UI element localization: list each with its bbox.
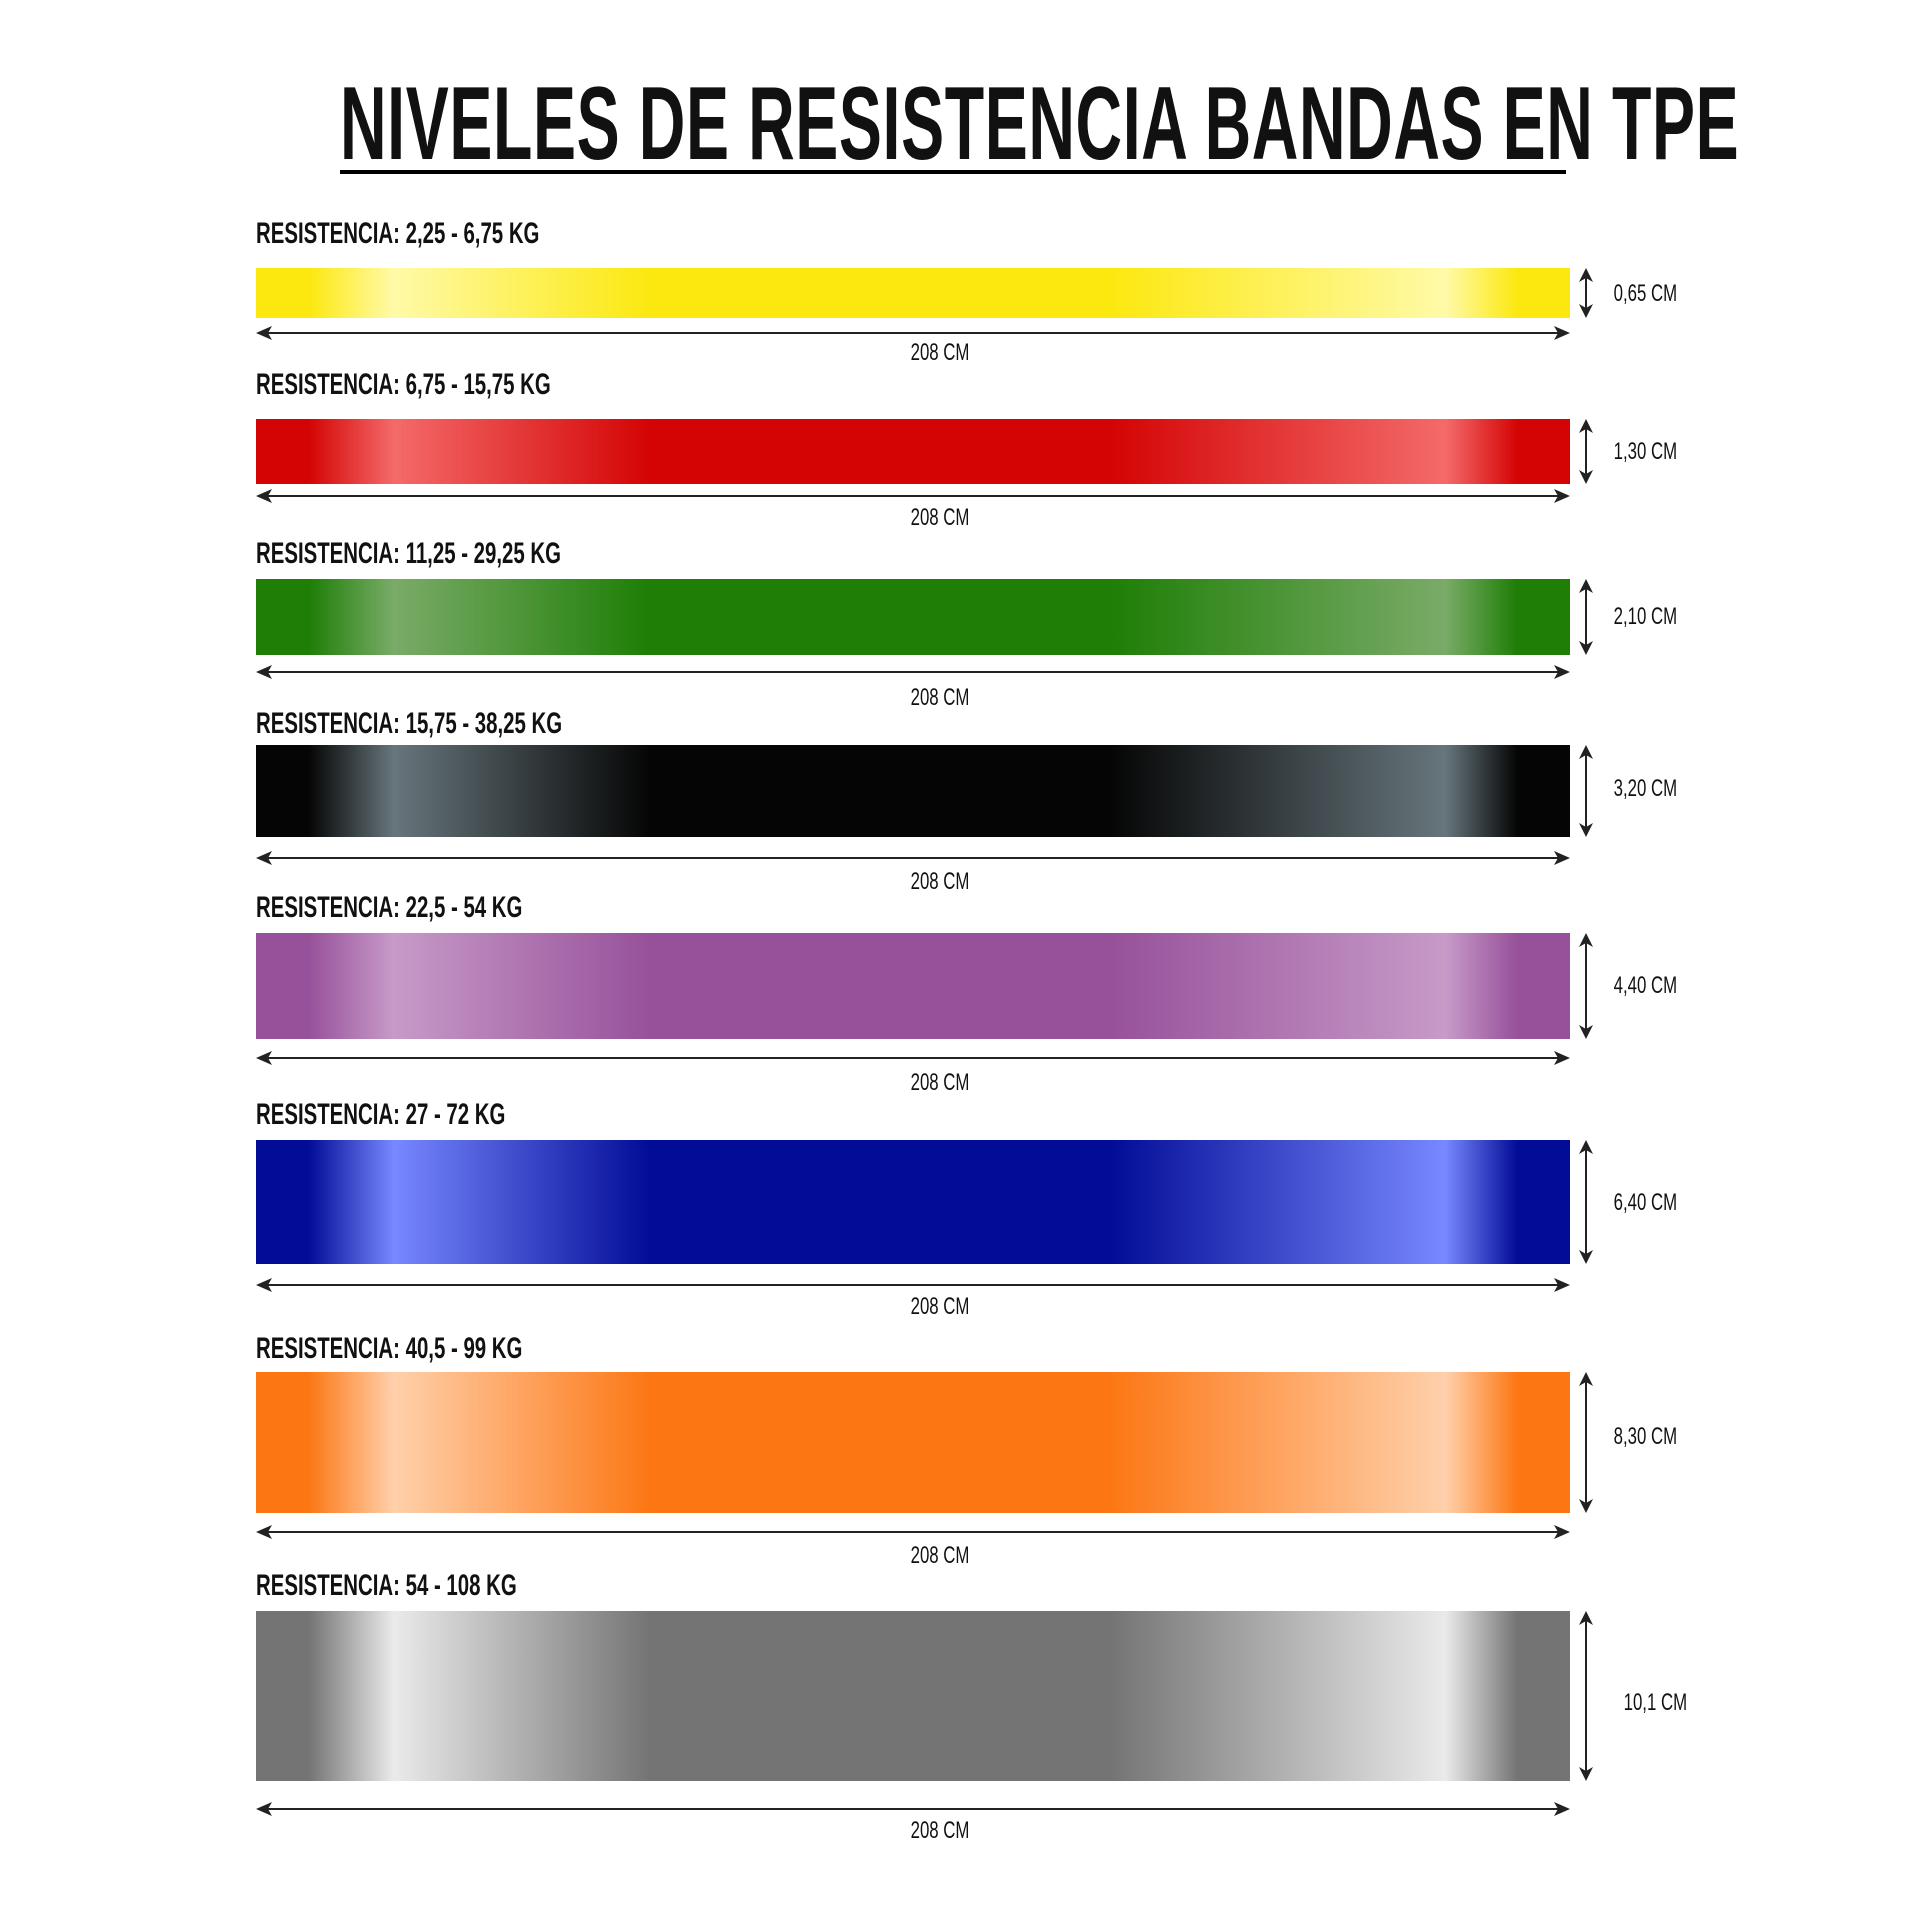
length-arrow — [256, 326, 1570, 340]
length-arrow — [256, 1802, 1570, 1816]
width-label: 6,40 CM — [1613, 1189, 1678, 1216]
length-arrow — [256, 851, 1570, 865]
width-label: 10,1 CM — [1623, 1689, 1688, 1716]
width-label: 4,40 CM — [1613, 972, 1678, 999]
resistance-label: RESISTENCIA: 11,25 - 29,25 KG — [256, 537, 561, 570]
length-label: 208 CM — [910, 868, 970, 895]
resistance-label: RESISTENCIA: 27 - 72 KG — [256, 1098, 506, 1131]
width-label: 0,65 CM — [1613, 280, 1678, 307]
width-arrow — [1579, 1372, 1593, 1513]
width-arrow — [1579, 268, 1593, 318]
width-arrow — [1579, 1140, 1593, 1264]
width-arrow — [1579, 579, 1593, 655]
width-arrow — [1579, 933, 1593, 1039]
width-label: 2,10 CM — [1613, 603, 1678, 630]
resistance-band — [256, 1372, 1570, 1513]
length-label: 208 CM — [910, 1069, 970, 1096]
length-label: 208 CM — [910, 1293, 970, 1320]
length-arrow — [256, 1525, 1570, 1539]
resistance-label: RESISTENCIA: 2,25 - 6,75 KG — [256, 217, 540, 250]
length-label: 208 CM — [910, 339, 970, 366]
resistance-band — [256, 1140, 1570, 1264]
resistance-label: RESISTENCIA: 15,75 - 38,25 KG — [256, 707, 563, 740]
page-title: NIVELES DE RESISTENCIA BANDAS EN TPE — [340, 66, 1740, 182]
width-label: 1,30 CM — [1613, 438, 1678, 465]
length-arrow — [256, 1051, 1570, 1065]
length-label: 208 CM — [910, 1542, 970, 1569]
resistance-band — [256, 745, 1570, 837]
length-arrow — [256, 489, 1570, 503]
resistance-band — [256, 419, 1570, 484]
length-arrow — [256, 665, 1570, 679]
width-arrow — [1579, 745, 1593, 837]
width-arrow — [1579, 419, 1593, 484]
resistance-label: RESISTENCIA: 6,75 - 15,75 KG — [256, 368, 551, 401]
width-label: 3,20 CM — [1613, 775, 1678, 802]
resistance-label: RESISTENCIA: 22,5 - 54 KG — [256, 891, 523, 924]
length-label: 208 CM — [910, 1817, 970, 1844]
resistance-band — [256, 1611, 1570, 1781]
length-label: 208 CM — [910, 504, 970, 531]
length-arrow — [256, 1278, 1570, 1292]
resistance-band — [256, 933, 1570, 1039]
resistance-band — [256, 268, 1570, 318]
resistance-label: RESISTENCIA: 54 - 108 KG — [256, 1569, 517, 1602]
width-arrow — [1579, 1611, 1593, 1781]
width-label: 8,30 CM — [1613, 1423, 1678, 1450]
title-text: NIVELES DE RESISTENCIA BANDAS EN TPE — [340, 66, 1740, 182]
resistance-label: RESISTENCIA: 40,5 - 99 KG — [256, 1332, 523, 1365]
resistance-band — [256, 579, 1570, 655]
length-label: 208 CM — [910, 684, 970, 711]
